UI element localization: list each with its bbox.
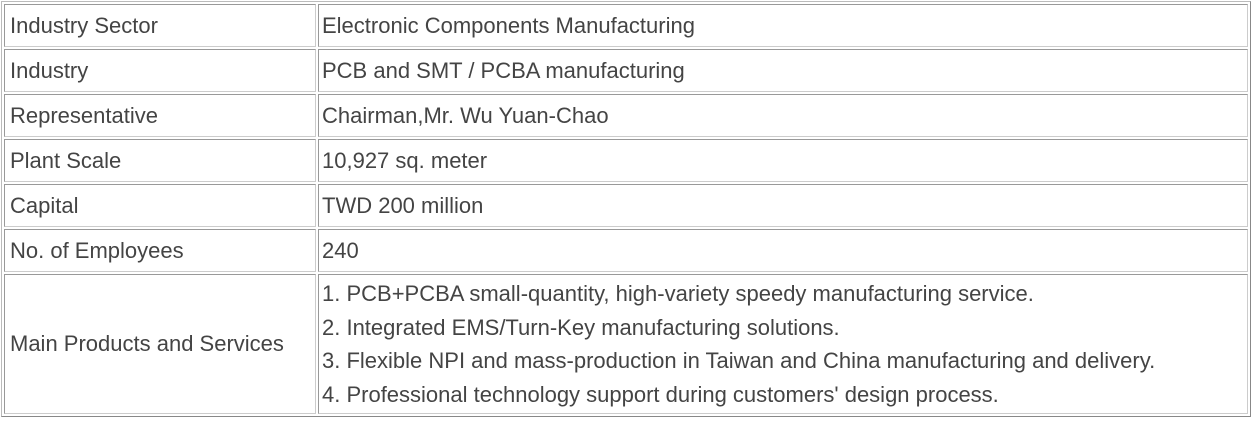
table-row: Representative Chairman,Mr. Wu Yuan-Chao: [4, 94, 1248, 137]
row-value: 240: [318, 229, 1248, 272]
table-row: Industry Sector Electronic Components Man…: [4, 4, 1248, 47]
row-label: Capital: [4, 184, 316, 227]
table-row: Industry PCB and SMT / PCBA manufacturing: [4, 49, 1248, 92]
row-value: 1. PCB+PCBA small-quantity, high-variety…: [318, 274, 1248, 414]
row-label: Plant Scale: [4, 139, 316, 182]
row-value: TWD 200 million: [318, 184, 1248, 227]
row-value: Electronic Components Manufacturing: [318, 4, 1248, 47]
row-value: 10,927 sq. meter: [318, 139, 1248, 182]
row-label: Industry Sector: [4, 4, 316, 47]
table-row: Capital TWD 200 million: [4, 184, 1248, 227]
row-label: Representative: [4, 94, 316, 137]
row-value: PCB and SMT / PCBA manufacturing: [318, 49, 1248, 92]
table-row: Plant Scale 10,927 sq. meter: [4, 139, 1248, 182]
table-body: Industry Sector Electronic Components Man…: [4, 4, 1248, 414]
list-item: 1. PCB+PCBA small-quantity, high-variety…: [322, 281, 1034, 306]
list-item: 4. Professional technology support durin…: [322, 381, 999, 407]
row-label: Industry: [4, 49, 316, 92]
list-item: 2. Integrated EMS/Turn-Key manufacturing…: [322, 314, 840, 340]
table-row: Main Products and Services 1. PCB+PCBA sm…: [4, 274, 1248, 414]
list-item: 3. Flexible NPI and mass-production in T…: [322, 348, 1156, 373]
row-value: Chairman,Mr. Wu Yuan-Chao: [318, 94, 1248, 137]
row-label: Main Products and Services: [4, 274, 316, 414]
table-row: No. of Employees 240: [4, 229, 1248, 272]
info-table: Industry Sector Electronic Components Man…: [1, 1, 1251, 417]
row-label: No. of Employees: [4, 229, 316, 272]
